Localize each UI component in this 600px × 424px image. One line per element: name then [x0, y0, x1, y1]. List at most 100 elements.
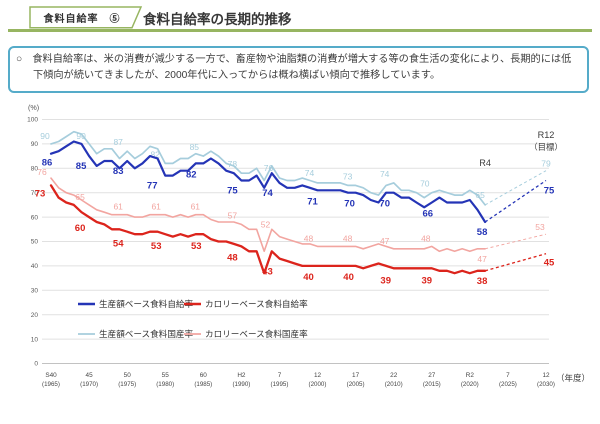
- x-tick-year-7: (2000): [309, 381, 327, 388]
- value-label-カロリーベース食料国産率-2015: 48: [421, 233, 431, 243]
- value-label-生産額ベース食料自給率-1970: 85: [76, 161, 87, 172]
- value-label-カロリーベース食料自給率-1995: 43: [262, 267, 273, 278]
- y-tick-label-50: 50: [31, 239, 39, 246]
- value-label-カロリーベース食料国産率-1995: 52: [261, 220, 271, 230]
- value-label-生産額ベース食料国産率-2022: 65: [475, 190, 485, 200]
- y-tick-label-60: 60: [31, 214, 39, 221]
- series-line-生産額ベース食料自給率: [49, 140, 487, 224]
- value-label-カロリーベース食料自給率-1965: 73: [35, 188, 46, 199]
- annotation-r12-line0: R12: [538, 130, 555, 140]
- value-label-カロリーベース食料国産率-1985: 61: [191, 202, 201, 212]
- x-tick-year-6: (1995): [271, 381, 289, 388]
- annotation-r12-line1: （目標）: [529, 142, 563, 152]
- y-tick-label-90: 90: [31, 141, 39, 148]
- header-rule: [8, 29, 592, 32]
- x-tick-year-2: (1975): [118, 381, 136, 388]
- value-label-生産額ベース食料自給率-1985: 82: [186, 169, 197, 180]
- x-tick-era-6: 7: [278, 372, 282, 379]
- value-label-カロリーベース食料自給率-2022: 38: [477, 276, 488, 287]
- value-label-カロリーベース食料自給率-1985: 53: [191, 241, 202, 252]
- summary-note-text: ○ 食料自給率は、米の消費が減少する一方で、畜産物や油脂類の消費が増大する等の食…: [16, 54, 572, 82]
- value-label-カロリーベース食料自給率-1975: 54: [113, 239, 124, 250]
- y-axis-unit: (%): [28, 103, 39, 112]
- x-tick-year-5: (1990): [232, 381, 250, 388]
- value-label-カロリーベース食料国産率-2022: 47: [477, 254, 487, 264]
- value-label-生産額ベース食料国産率-1995: 76: [264, 163, 274, 173]
- value-label-生産額ベース食料国産率-1980: 82: [150, 149, 160, 159]
- value-label-カロリーベース食料自給率-2005: 40: [343, 272, 354, 283]
- legend-label-カロリーベース食料国産率: カロリーベース食料国産率: [205, 328, 308, 339]
- y-tick-label-100: 100: [27, 117, 38, 124]
- x-tick-year-10: (2015): [423, 381, 441, 388]
- x-tick-year-8: (2005): [347, 381, 365, 388]
- value-label-生産額ベース食料国産率-1985: 85: [190, 142, 200, 152]
- page-title: 食料自給率の長期的推移: [143, 12, 292, 27]
- badge-outline: [29, 6, 143, 29]
- y-tick-label-80: 80: [31, 166, 39, 173]
- value-label-カロリーベース食料自給率-1980: 53: [151, 241, 162, 252]
- x-tick-era-12: 7: [506, 372, 510, 379]
- x-tick-era-11: R2: [466, 372, 475, 379]
- value-label-生産額ベース食料自給率-1980: 77: [147, 181, 158, 192]
- value-label-生産額ベース食料国産率-2015: 70: [420, 179, 430, 189]
- value-label-生産額ベース食料自給率-2010: 70: [379, 199, 390, 210]
- y-tick-label-40: 40: [31, 263, 39, 270]
- x-tick-era-9: 22: [390, 372, 398, 379]
- legend-label-生産額ベース食料自給率: 生産額ベース食料自給率: [99, 298, 194, 309]
- value-label-カロリーベース食料国産率-1970: 65: [75, 192, 85, 202]
- series-line-生産額ベース食料国産率: [50, 130, 486, 206]
- value-label-生産額ベース食料国産率-2010: 74: [380, 169, 390, 179]
- value-label-カロリーベース食料自給率-2010: 39: [380, 275, 391, 286]
- value-label-生産額ベース食料国産率-1990: 78: [228, 159, 238, 169]
- x-tick-year-4: (1985): [194, 381, 212, 388]
- value-label-生産額ベース食料国産率-2000: 74: [305, 168, 315, 178]
- value-label-生産額ベース食料自給率-2015: 66: [423, 209, 434, 220]
- value-label-カロリーベース食料自給率-2000: 40: [303, 272, 314, 283]
- value-label-カロリーベース食料国産率-1975: 61: [113, 202, 123, 212]
- value-label-生産額ベース食料自給率-1995: 74: [262, 188, 273, 199]
- y-tick-label-0: 0: [34, 361, 38, 368]
- y-tick-label-10: 10: [31, 336, 39, 343]
- value-label-生産額ベース食料国産率-1975: 87: [113, 137, 123, 147]
- target-line-カロリーベース食料国産率: [484, 233, 547, 250]
- x-tick-era-10: 27: [428, 372, 436, 379]
- value-label-カロリーベース食料国産率-1990: 57: [228, 210, 238, 220]
- value-label-生産額ベース食料自給率-2022: 58: [477, 227, 488, 238]
- value-label-カロリーベース食料国産率-2005: 48: [343, 233, 353, 243]
- value-label-カロリーベース食料国産率-1980: 61: [151, 202, 161, 212]
- x-tick-year-13: (2030): [537, 381, 555, 388]
- x-tick-year-11: (2020): [461, 381, 479, 388]
- annotation-r4: R4: [479, 158, 491, 168]
- x-tick-era-0: S40: [45, 372, 57, 379]
- y-tick-label-30: 30: [31, 288, 39, 295]
- value-label-生産額ベース食料自給率-2030: 75: [544, 186, 555, 197]
- x-tick-era-8: 17: [352, 372, 360, 379]
- series-line-カロリーベース食料自給率: [49, 184, 487, 275]
- series-line-カロリーベース食料国産率: [50, 177, 486, 253]
- header-badge-label: 食料自給率 ⑤: [43, 14, 121, 25]
- summary-note: ○ 食料自給率は、米の消費が減少する一方で、畜産物や油脂類の消費が増大する等の食…: [8, 46, 589, 93]
- x-tick-year-0: (1965): [42, 381, 60, 388]
- value-label-生産額ベース食料自給率-1990: 75: [227, 186, 238, 197]
- x-tick-era-4: 60: [200, 372, 208, 379]
- value-label-生産額ベース食料国産率-1970: 90: [76, 131, 86, 141]
- value-label-生産額ベース食料自給率-2000: 71: [307, 196, 318, 207]
- target-line-生産額ベース食料自給率: [484, 179, 547, 223]
- x-tick-era-5: H2: [237, 372, 246, 379]
- target-line-カロリーベース食料自給率: [484, 253, 547, 272]
- value-label-カロリーベース食料自給率-2030: 45: [544, 258, 555, 269]
- x-tick-era-3: 55: [162, 372, 170, 379]
- x-tick-year-1: (1970): [80, 381, 98, 388]
- value-label-カロリーベース食料自給率-2015: 39: [422, 275, 433, 286]
- value-label-カロリーベース食料自給率-1990: 48: [227, 252, 238, 263]
- value-label-生産額ベース食料自給率-2005: 70: [344, 199, 355, 210]
- y-tick-label-20: 20: [31, 312, 39, 319]
- value-label-生産額ベース食料自給率-1975: 83: [113, 166, 124, 177]
- value-label-生産額ベース食料国産率-2030: 79: [541, 159, 551, 169]
- legend-label-生産額ベース食料国産率: 生産額ベース食料国産率: [99, 328, 194, 339]
- value-label-カロリーベース食料自給率-1970: 60: [75, 223, 86, 234]
- value-label-カロリーベース食料国産率-2030: 53: [535, 222, 545, 232]
- x-tick-year-3: (1980): [156, 381, 174, 388]
